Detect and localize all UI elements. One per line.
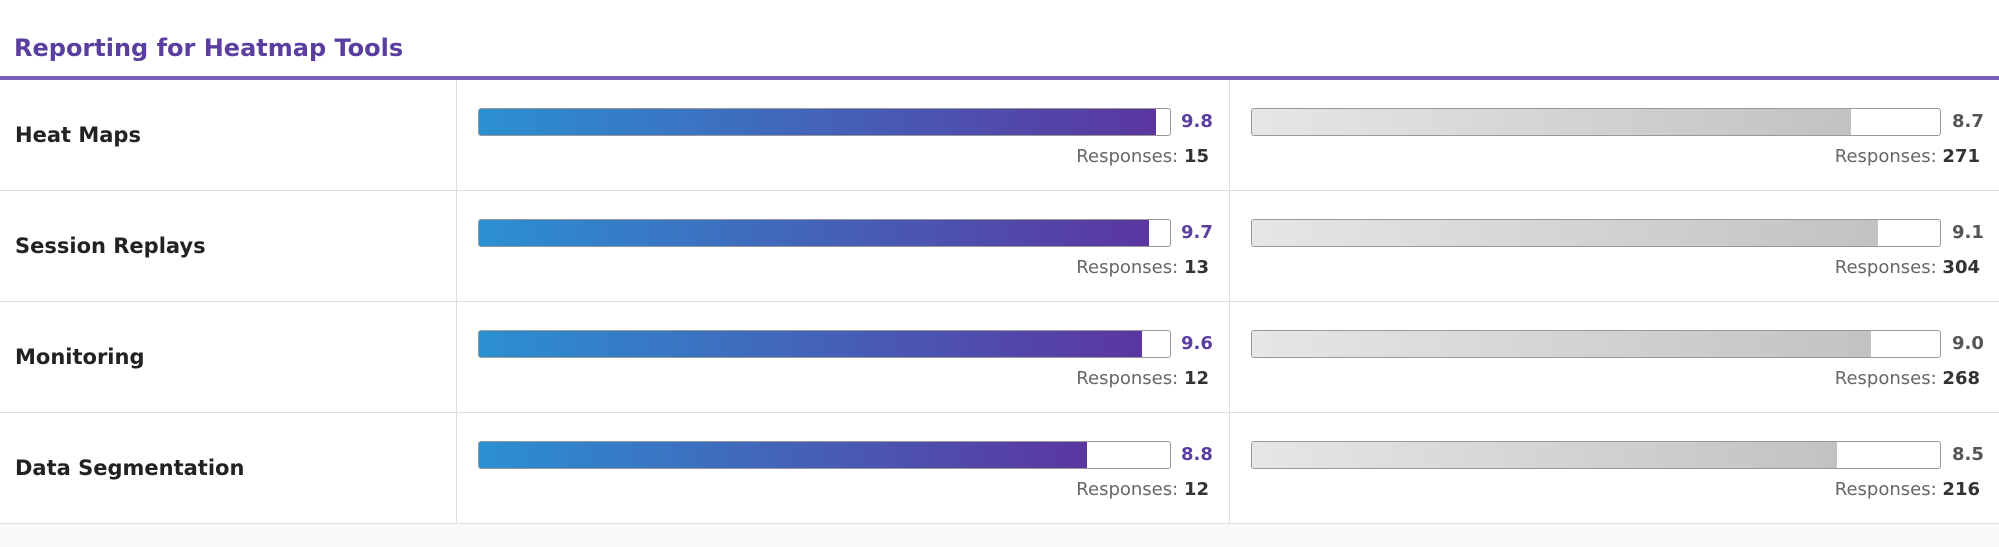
bar-track [1251, 441, 1941, 469]
responses-count: 12 [1183, 479, 1209, 500]
bar-track [478, 330, 1171, 358]
responses-label: Responses: [1076, 479, 1179, 500]
responses: Responses: 271 [1580, 146, 1980, 167]
bar-track [478, 219, 1171, 247]
responses-label: Responses: [1834, 257, 1937, 278]
bar [1252, 442, 1837, 468]
responses: Responses: 12 [809, 479, 1209, 500]
value-label: 9.7 [1181, 222, 1213, 243]
column-divider [1229, 413, 1230, 524]
value-label: 9.1 [1952, 222, 1984, 243]
row: Monitoring 9.6 Responses: 12 9.0 Responses: … [0, 302, 1999, 413]
bar-track [1251, 330, 1941, 358]
bar-track [1251, 219, 1941, 247]
row: Session Replays 9.7 Responses: 13 9.1 Respon… [0, 191, 1999, 302]
row: Data Segmentation 8.8 Responses: 12 8.5 Resp… [0, 413, 1999, 524]
column-divider [456, 302, 457, 413]
responses-count: 12 [1183, 368, 1209, 389]
responses-label: Responses: [1834, 479, 1937, 500]
value-label: 8.8 [1181, 444, 1213, 465]
responses-count: 15 [1183, 146, 1209, 167]
footer-band [0, 524, 1999, 547]
bar [479, 331, 1143, 357]
value-label: 9.8 [1181, 111, 1213, 132]
responses: Responses: 15 [809, 146, 1209, 167]
responses-label: Responses: [1076, 257, 1179, 278]
column-divider [1229, 191, 1230, 302]
column-divider [456, 80, 457, 191]
category-label: Monitoring [15, 345, 145, 369]
responses-label: Responses: [1834, 146, 1937, 167]
bar [479, 442, 1088, 468]
value-label: 8.5 [1952, 444, 1984, 465]
column-divider [456, 191, 457, 302]
responses-label: Responses: [1834, 368, 1937, 389]
responses-count: 216 [1942, 479, 1980, 500]
value-label: 9.6 [1181, 333, 1213, 354]
row: Heat Maps 9.8 Responses: 15 8.7 Responses: 2… [0, 80, 1999, 191]
bar [479, 109, 1157, 135]
responses: Responses: 12 [809, 368, 1209, 389]
responses-label: Responses: [1076, 368, 1179, 389]
bar [1252, 331, 1872, 357]
responses-label: Responses: [1076, 146, 1179, 167]
column-divider [1229, 302, 1230, 413]
responses: Responses: 268 [1580, 368, 1980, 389]
bar-track [478, 108, 1171, 136]
category-label: Heat Maps [15, 123, 141, 147]
value-label: 8.7 [1952, 111, 1984, 132]
responses-count: 271 [1942, 146, 1980, 167]
column-divider [1229, 80, 1230, 191]
bar [1252, 220, 1879, 246]
responses: Responses: 216 [1580, 479, 1980, 500]
title-rule [0, 76, 1999, 80]
value-label: 9.0 [1952, 333, 1984, 354]
column-divider [456, 413, 457, 524]
title: Reporting for Heatmap Tools [14, 34, 404, 62]
responses-count: 13 [1183, 257, 1209, 278]
responses: Responses: 13 [809, 257, 1209, 278]
category-label: Session Replays [15, 234, 206, 258]
bar [1252, 109, 1851, 135]
responses-count: 304 [1942, 257, 1980, 278]
responses-count: 268 [1942, 368, 1980, 389]
bar-track [1251, 108, 1941, 136]
responses: Responses: 304 [1580, 257, 1980, 278]
bar-track [478, 441, 1171, 469]
bar [479, 220, 1150, 246]
category-label: Data Segmentation [15, 456, 245, 480]
